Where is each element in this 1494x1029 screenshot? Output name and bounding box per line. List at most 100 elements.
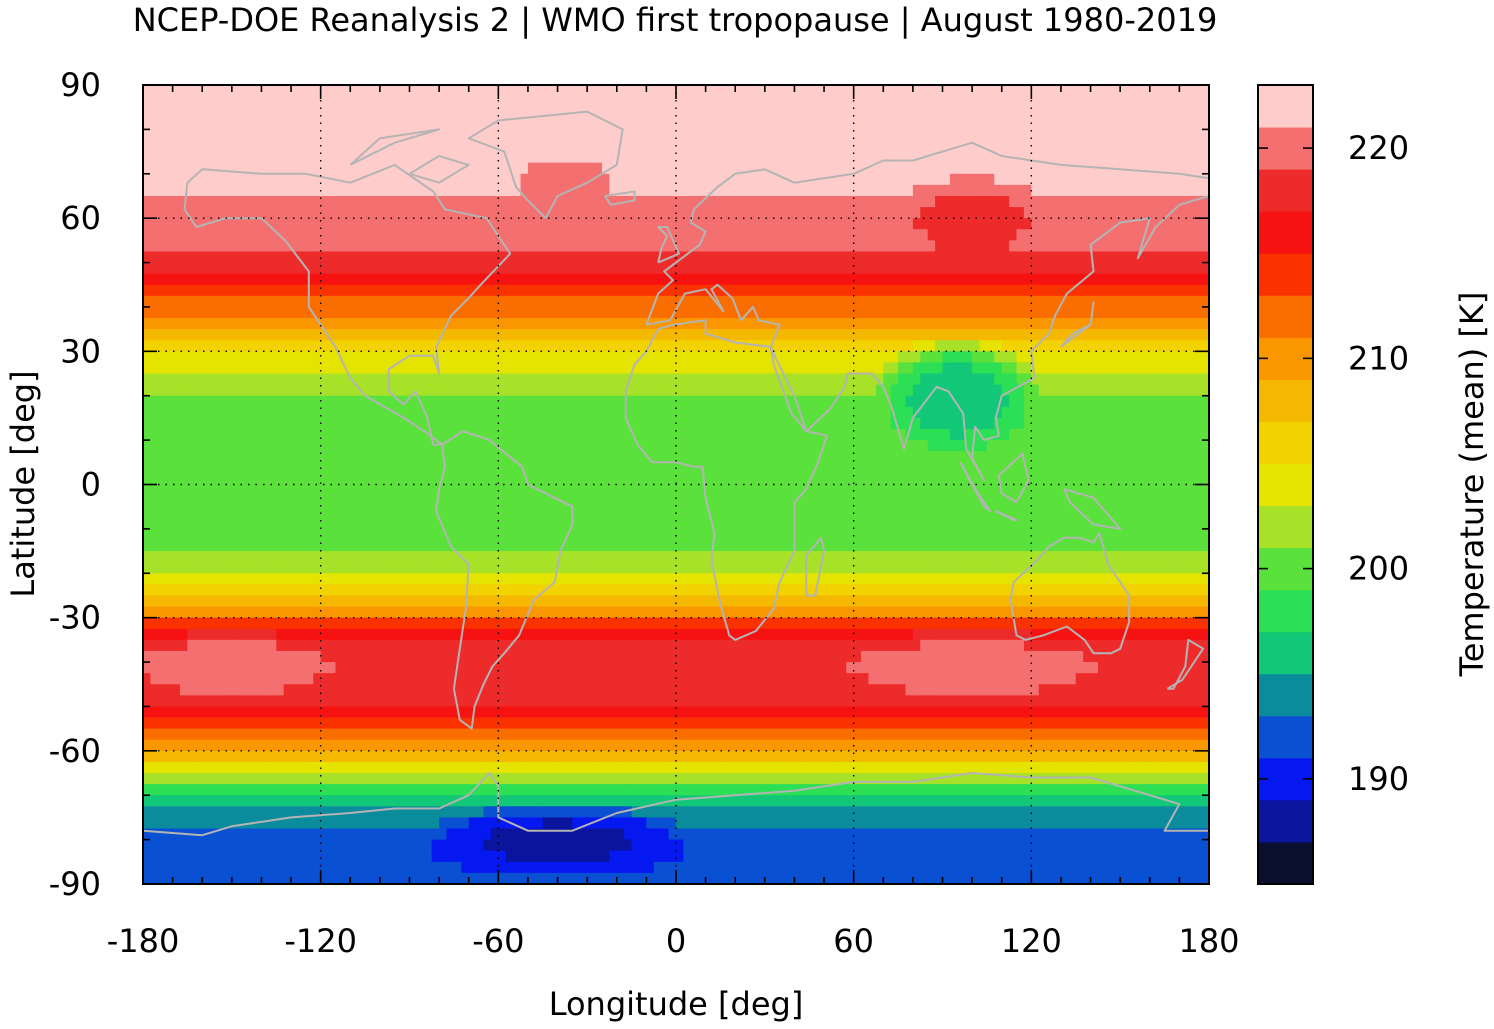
heatmap-cell xyxy=(831,140,840,153)
heatmap-cell xyxy=(276,451,285,463)
heatmap-cell xyxy=(935,85,944,97)
heatmap-cell xyxy=(468,251,477,264)
heatmap-cell xyxy=(187,429,196,441)
heatmap-cell xyxy=(202,207,211,219)
heatmap-cell xyxy=(305,96,314,108)
heatmap-cell xyxy=(1009,440,1018,452)
heatmap-cell xyxy=(157,151,166,164)
heatmap-cell xyxy=(409,184,418,197)
heatmap-cell xyxy=(1090,184,1099,197)
heatmap-cell xyxy=(846,151,855,164)
heatmap-cell xyxy=(1090,251,1099,264)
heatmap-cell xyxy=(861,340,870,352)
heatmap-cell xyxy=(180,406,189,419)
heatmap-cell xyxy=(713,406,722,419)
heatmap-cell xyxy=(1194,406,1203,419)
heatmap-cell xyxy=(1201,362,1209,375)
heatmap-cell xyxy=(720,240,729,253)
heatmap-cell xyxy=(550,340,559,352)
heatmap-cell xyxy=(772,262,781,275)
heatmap-cell xyxy=(1090,351,1099,364)
heatmap-cell xyxy=(1016,85,1025,97)
heatmap-cell xyxy=(609,417,618,430)
heatmap-cell xyxy=(883,218,892,230)
heatmap-cell xyxy=(224,251,233,264)
heatmap-cell xyxy=(283,406,292,419)
heatmap-cell xyxy=(1157,440,1166,452)
heatmap-cell xyxy=(224,140,233,153)
heatmap-cell xyxy=(690,229,699,241)
heatmap-cell xyxy=(350,140,359,153)
heatmap-cell xyxy=(676,118,684,130)
heatmap-cell xyxy=(757,173,766,186)
heatmap-cell xyxy=(1157,373,1166,386)
heatmap-cell xyxy=(572,440,581,452)
heatmap-cell xyxy=(624,340,633,352)
heatmap-cell xyxy=(624,440,633,452)
heatmap-cell xyxy=(898,318,907,330)
heatmap-cell xyxy=(1097,140,1106,153)
heatmap-cell xyxy=(564,162,573,175)
heatmap-cell xyxy=(1171,96,1180,108)
heatmap-cell xyxy=(1157,295,1166,308)
heatmap-cell xyxy=(520,151,529,164)
heatmap-cell xyxy=(476,85,485,97)
heatmap-cell xyxy=(1157,251,1166,264)
heatmap-cell xyxy=(298,240,307,253)
heatmap-cell xyxy=(801,306,810,319)
heatmap-cell xyxy=(1157,429,1166,441)
heatmap-cell xyxy=(846,107,855,119)
heatmap-cell xyxy=(809,129,818,142)
heatmap-cell xyxy=(165,318,174,330)
heatmap-cell xyxy=(1068,406,1077,419)
heatmap-cell xyxy=(624,384,633,397)
heatmap-cell xyxy=(986,273,995,286)
heatmap-cell xyxy=(150,417,159,430)
heatmap-cell xyxy=(920,262,929,275)
heatmap-cell xyxy=(875,140,884,153)
heatmap-cell xyxy=(824,96,833,108)
heatmap-cell xyxy=(668,417,677,430)
heatmap-cell xyxy=(194,417,203,430)
heatmap-cell xyxy=(594,129,603,142)
heatmap-cell xyxy=(1120,318,1129,330)
heatmap-cell xyxy=(1009,96,1018,108)
heatmap-cell xyxy=(890,218,899,230)
heatmap-cell xyxy=(750,440,759,452)
heatmap-cell xyxy=(283,262,292,275)
heatmap-cell xyxy=(1031,140,1040,153)
heatmap-cell xyxy=(320,284,329,297)
heatmap-cell xyxy=(779,262,788,275)
heatmap-cell xyxy=(387,284,396,297)
heatmap-cell xyxy=(291,218,300,230)
heatmap-cell xyxy=(172,96,181,108)
heatmap-cell xyxy=(1201,162,1209,175)
heatmap-cell xyxy=(772,85,781,97)
heatmap-cell xyxy=(861,351,870,364)
heatmap-cell xyxy=(1046,284,1055,297)
heatmap-cell xyxy=(690,384,699,397)
heatmap-cell xyxy=(875,118,884,130)
heatmap-cell xyxy=(342,440,351,452)
heatmap-cell xyxy=(949,318,958,330)
heatmap-cell xyxy=(838,195,847,208)
heatmap-cell xyxy=(1201,351,1209,364)
heatmap-cell xyxy=(1194,195,1203,208)
heatmap-cell xyxy=(772,162,781,175)
heatmap-cell xyxy=(1142,318,1151,330)
heatmap-cell xyxy=(883,384,892,397)
heatmap-cell xyxy=(483,284,492,297)
heatmap-cell xyxy=(328,406,337,419)
heatmap-cell xyxy=(616,162,625,175)
heatmap-cell xyxy=(476,406,485,419)
heatmap-cell xyxy=(564,229,573,241)
heatmap-cell xyxy=(217,251,226,264)
heatmap-cell xyxy=(868,240,877,253)
heatmap-cell xyxy=(209,118,218,130)
heatmap-cell xyxy=(446,373,455,386)
heatmap-cell xyxy=(1038,240,1047,253)
heatmap-cell xyxy=(513,251,522,264)
heatmap-cell xyxy=(542,107,551,119)
heatmap-cell xyxy=(180,451,189,463)
heatmap-cell xyxy=(587,395,596,408)
